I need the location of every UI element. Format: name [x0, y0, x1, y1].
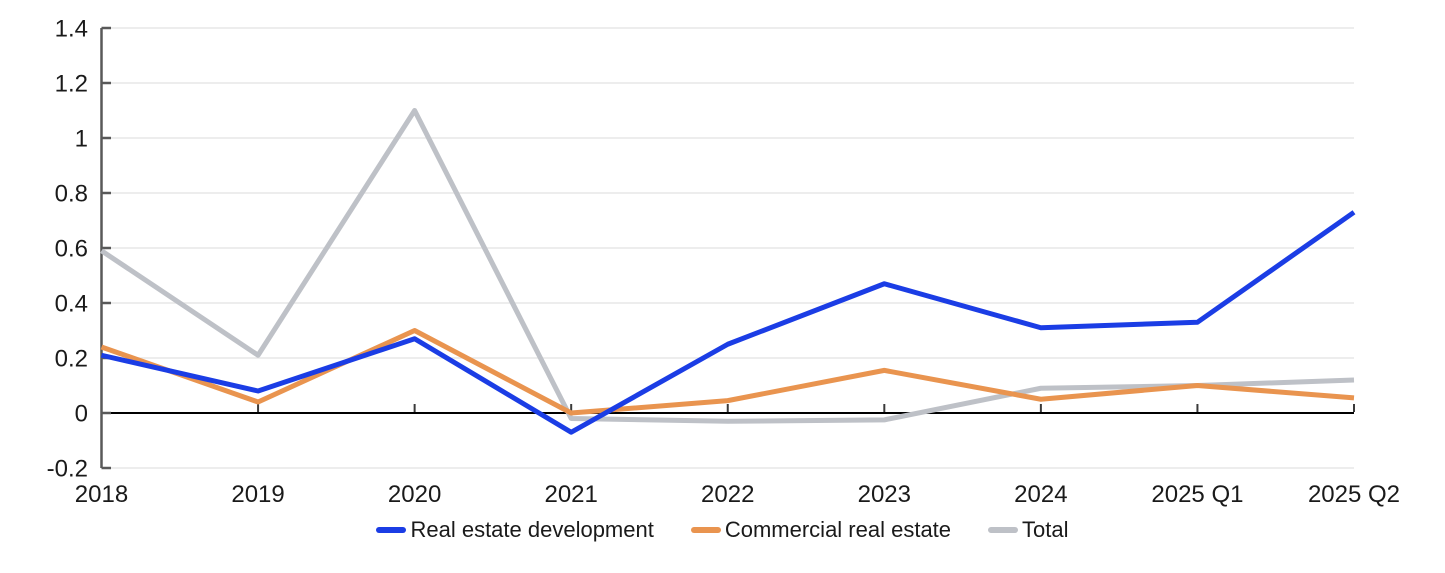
- x-axis-label: 2022: [701, 481, 754, 508]
- x-axis-label: 2021: [544, 481, 597, 508]
- x-axis-label: 2025 Q1: [1151, 481, 1243, 508]
- x-axis-label: 2019: [231, 481, 284, 508]
- x-axis-label: 2024: [1014, 481, 1067, 508]
- y-axis-label: 0.6: [55, 236, 88, 263]
- y-axis-label: 0.2: [55, 346, 88, 373]
- chart-legend: Real estate development Commercial real e…: [0, 512, 1445, 548]
- y-axis-label: 0.8: [55, 181, 88, 208]
- line-chart-canvas: -0.2 0 0.2 0.4 0.6 0.8 1 1.2 1.4 2018 2019 2020 2021…: [47, 16, 1400, 509]
- y-axis-label: 1.4: [55, 16, 88, 43]
- x-axis-label: 2018: [75, 481, 128, 508]
- legend-line-swatch-commercial-real-estate: [690, 527, 721, 533]
- series-line-commercial-real-estate: [100, 328, 1355, 416]
- y-axis-label: -0.2: [47, 456, 88, 483]
- series-line-real-estate-development: [100, 210, 1356, 435]
- series-line-total: [100, 108, 1355, 424]
- y-axis-label: 1: [75, 126, 88, 153]
- legend-line-swatch-total: [988, 527, 1019, 533]
- legend-label: Commercial real estate: [724, 517, 952, 542]
- y-axis-label: 0.4: [55, 291, 88, 318]
- x-axis-label: 2025 Q2: [1308, 481, 1400, 508]
- x-axis-label: 2023: [858, 481, 911, 508]
- legend-line-swatch-real-estate-development: [376, 527, 407, 533]
- legend-label: Total: [1022, 517, 1069, 542]
- x-axis-label: 2020: [388, 481, 441, 508]
- legend-item-total: Total: [988, 517, 1069, 543]
- legend-label: Real estate development: [410, 517, 654, 542]
- legend-item-real-estate-development: Real estate development: [376, 517, 654, 543]
- y-axis-label: 0: [75, 401, 88, 428]
- y-axis-label: 1.2: [55, 71, 88, 98]
- legend-item-commercial-real-estate: Commercial real estate: [690, 517, 952, 543]
